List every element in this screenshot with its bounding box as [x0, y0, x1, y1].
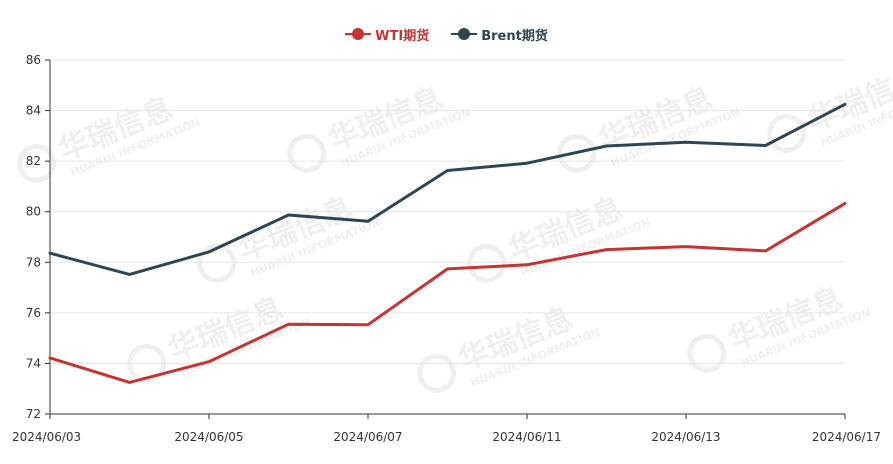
y-tick-label: 74: [26, 356, 41, 370]
y-tick-label: 80: [26, 205, 41, 219]
watermark-logo-icon: [687, 333, 727, 373]
x-tick-label: 2024/06/17: [812, 430, 881, 444]
watermark-logo-icon: [127, 343, 167, 383]
y-tick-label: 78: [26, 255, 41, 269]
series-line-brent: [48, 102, 847, 276]
watermark-logo-icon: [557, 133, 597, 173]
x-tick-label: 2024/06/11: [492, 430, 561, 444]
x-tick-label: 2024/06/13: [651, 430, 720, 444]
x-tick-label: 2024/06/03: [12, 430, 81, 444]
y-tick-label: 84: [26, 104, 41, 118]
y-tick-label: 86: [26, 53, 41, 67]
x-tick-label: 2024/06/05: [174, 430, 243, 444]
legend-item-brent[interactable]: Brent期货: [451, 25, 548, 44]
watermark-logo-icon: [417, 353, 457, 393]
legend: WTI期货 Brent期货: [0, 24, 893, 44]
x-tick-label: 2024/06/07: [333, 430, 402, 444]
watermark-logo-icon: [467, 243, 507, 283]
grid-lines: [50, 59, 845, 364]
series-line-wti: [48, 201, 847, 384]
legend-brent-label: Brent期货: [481, 28, 548, 44]
legend-wti-marker-icon: [345, 27, 372, 41]
watermark-logo-icon: [17, 143, 57, 183]
y-tick-label: 82: [26, 154, 41, 168]
legend-brent-marker-icon: [451, 27, 478, 41]
series-lines: [48, 102, 847, 384]
watermark-logo-icon: [287, 133, 327, 173]
y-tick-label: 76: [26, 306, 41, 320]
legend-wti-label: WTI期货: [375, 28, 430, 44]
legend-item-wti[interactable]: WTI期货: [345, 25, 429, 44]
axes: 72 74 76 78 80 82 84 86 2024/06/03 2024/06/05 2024…: [12, 53, 881, 444]
y-tick-label: 72: [26, 407, 41, 421]
watermark-logo-icon: [197, 243, 237, 283]
